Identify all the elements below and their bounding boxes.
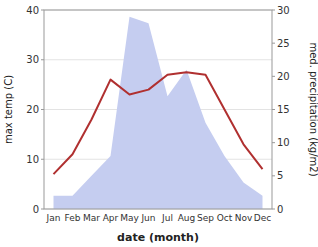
- tick-label: 10: [277, 137, 290, 148]
- tick-label: May: [120, 213, 139, 223]
- tick-label: 30: [277, 5, 290, 16]
- plot-area: [54, 17, 263, 209]
- tick: [272, 209, 275, 210]
- tick-label: Feb: [65, 213, 81, 223]
- tick: [41, 10, 44, 11]
- tick-label: 30: [26, 54, 39, 65]
- tick: [272, 142, 275, 143]
- plot-frame: [44, 10, 272, 209]
- tick-label: Mar: [83, 213, 100, 223]
- tick-label: 25: [277, 38, 290, 49]
- tick: [272, 76, 275, 77]
- tick-label: Jun: [140, 213, 155, 223]
- tick-label: Jan: [46, 213, 61, 223]
- area: [54, 17, 263, 209]
- tick-label: 40: [26, 5, 39, 16]
- tick-label: 10: [26, 154, 39, 165]
- tick-label: 0: [33, 204, 39, 215]
- tick: [41, 159, 44, 160]
- tick-label: 0: [277, 204, 283, 215]
- tick: [41, 59, 44, 60]
- tick-label: Sep: [197, 213, 214, 223]
- tick: [272, 109, 275, 110]
- tick-label: 5: [277, 170, 283, 181]
- tick-label: 15: [277, 104, 290, 115]
- line: [54, 72, 263, 174]
- tick: [272, 175, 275, 176]
- tick: [272, 10, 275, 11]
- tick: [41, 209, 44, 210]
- tick-label: Oct: [217, 213, 233, 223]
- tick-label: 20: [26, 104, 39, 115]
- tick-label: Dec: [254, 213, 271, 223]
- tick: [41, 109, 44, 110]
- axis-title: date (month): [117, 231, 199, 244]
- tick-label: Jul: [161, 213, 173, 223]
- tick: [272, 43, 275, 44]
- axis-title: med. precipitation (kg/m2): [308, 42, 318, 176]
- axis-title: max temp (C): [3, 75, 14, 144]
- tick-label: 20: [277, 71, 290, 82]
- chart: 0 10 20 30 40 0 5 10 15 20 25 30 Jan FebMarAprMayJun J…: [0, 0, 318, 247]
- tick-label: Aug: [178, 213, 196, 223]
- tick-label: Nov: [235, 213, 253, 223]
- tick-label: Apr: [103, 213, 119, 223]
